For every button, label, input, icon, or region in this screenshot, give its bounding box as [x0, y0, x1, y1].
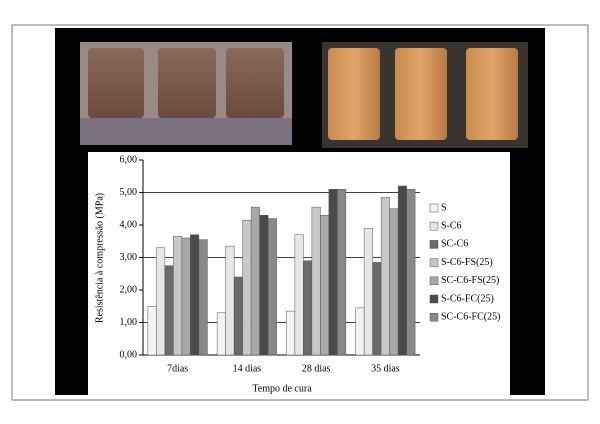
bar — [190, 234, 200, 356]
y-tick-label: 2,00 — [120, 284, 138, 295]
bar — [173, 236, 183, 356]
legend-label: S-C6 — [441, 220, 462, 231]
bar — [337, 189, 347, 356]
x-tick-label: 35 dias — [371, 363, 400, 374]
y-tick-label: 3,00 — [120, 252, 138, 263]
bar — [372, 262, 382, 356]
bar — [406, 189, 416, 356]
legend-swatch — [429, 203, 439, 213]
photo-left — [80, 42, 292, 145]
chart: Resistência à compressão (MPa) Tempo de … — [94, 154, 500, 394]
y-tick-label: 4,00 — [120, 219, 138, 230]
y-tick-label: 0,00 — [120, 349, 138, 360]
legend-swatch — [429, 312, 439, 322]
y-tick-label: 1,00 — [120, 317, 138, 328]
bar — [389, 208, 399, 356]
bar — [198, 239, 208, 356]
legend-swatch — [429, 294, 439, 304]
bar — [355, 307, 365, 356]
x-axis-title: Tempo de cura — [252, 383, 312, 394]
bar — [294, 234, 304, 356]
legend-swatch — [429, 276, 439, 286]
bar — [303, 260, 313, 356]
legend-swatch — [429, 221, 439, 231]
bar — [286, 310, 296, 356]
bar — [216, 312, 226, 356]
bar — [397, 185, 407, 356]
legend-swatch — [429, 240, 439, 249]
bar — [242, 219, 252, 356]
bar — [320, 215, 330, 356]
legend-label: SC-C6 — [441, 239, 468, 250]
legend-swatch — [429, 258, 439, 267]
bar — [233, 276, 243, 356]
bar — [156, 247, 166, 356]
legend-label: SC-C6-FC(25) — [441, 311, 500, 322]
bar — [164, 265, 174, 356]
x-tick-label: 14 dias — [233, 363, 262, 374]
bar — [250, 206, 260, 356]
bar — [363, 228, 373, 356]
x-tick-label: 28 dias — [302, 363, 331, 374]
legend-label: S-C6-FC(25) — [441, 293, 494, 304]
x-tick-label: 7dias — [167, 363, 188, 374]
bar — [259, 215, 269, 356]
bar — [328, 189, 338, 356]
bar — [147, 306, 157, 356]
bar — [181, 237, 191, 356]
bar — [225, 245, 235, 356]
bar — [267, 218, 277, 356]
legend-label: SC-C6-FS(25) — [441, 275, 499, 286]
photo-right — [322, 42, 528, 148]
bar — [311, 206, 321, 356]
y-axis-title: Resistência à compressão (MPa) — [94, 193, 105, 323]
legend-label: S — [441, 202, 447, 213]
bar — [380, 197, 390, 356]
y-tick-label: 6,00 — [120, 154, 138, 165]
legend-label: S-C6-FS(25) — [441, 257, 493, 268]
y-tick-label: 5,00 — [120, 187, 138, 198]
